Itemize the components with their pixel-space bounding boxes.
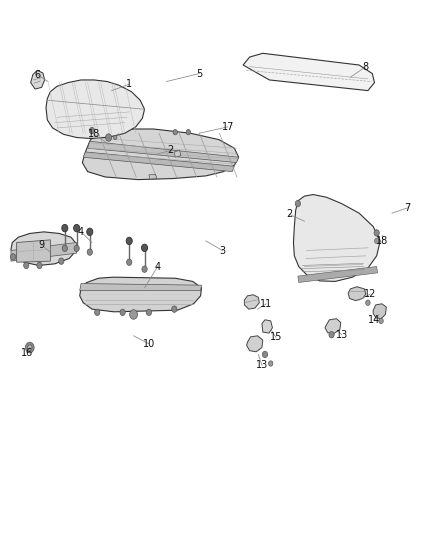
Circle shape: [186, 130, 191, 135]
Text: 8: 8: [363, 62, 369, 71]
Text: 16: 16: [21, 348, 33, 358]
Circle shape: [329, 332, 334, 338]
Text: 10: 10: [143, 339, 155, 349]
Text: 18: 18: [376, 237, 388, 246]
Polygon shape: [244, 295, 259, 309]
Circle shape: [126, 237, 132, 245]
Polygon shape: [17, 240, 50, 262]
Circle shape: [59, 258, 64, 264]
Text: 13: 13: [256, 360, 268, 370]
Text: 2: 2: [168, 146, 174, 155]
Circle shape: [173, 130, 177, 135]
Circle shape: [25, 342, 34, 353]
Text: 4: 4: [155, 262, 161, 271]
Circle shape: [374, 238, 379, 244]
Polygon shape: [80, 277, 201, 312]
Circle shape: [268, 361, 273, 366]
Circle shape: [262, 351, 268, 358]
Circle shape: [172, 306, 177, 312]
Text: 3: 3: [219, 246, 226, 255]
Circle shape: [24, 262, 29, 269]
Circle shape: [127, 259, 132, 265]
Polygon shape: [11, 243, 77, 261]
Polygon shape: [88, 141, 239, 163]
Circle shape: [113, 135, 117, 140]
Text: 12: 12: [364, 289, 376, 299]
Circle shape: [130, 310, 138, 319]
Polygon shape: [31, 70, 45, 89]
Circle shape: [379, 318, 383, 324]
Circle shape: [366, 300, 370, 305]
Polygon shape: [293, 195, 380, 281]
Circle shape: [146, 309, 152, 316]
Text: 6: 6: [34, 70, 40, 79]
Text: 9: 9: [39, 240, 45, 250]
Polygon shape: [373, 304, 386, 319]
Circle shape: [74, 224, 80, 232]
Circle shape: [142, 266, 147, 272]
Circle shape: [87, 249, 92, 255]
Polygon shape: [149, 174, 157, 179]
Circle shape: [120, 309, 125, 316]
Circle shape: [89, 127, 95, 134]
Text: 18: 18: [88, 130, 100, 139]
Circle shape: [11, 254, 16, 260]
Polygon shape: [325, 319, 341, 334]
Text: 14: 14: [368, 315, 381, 325]
Text: 1: 1: [126, 79, 132, 89]
Polygon shape: [247, 336, 263, 352]
Circle shape: [141, 244, 148, 252]
Circle shape: [95, 309, 100, 316]
Polygon shape: [80, 284, 201, 290]
Text: 4: 4: [78, 227, 84, 237]
Text: 11: 11: [260, 299, 272, 309]
Polygon shape: [298, 266, 378, 282]
Circle shape: [62, 245, 67, 252]
Circle shape: [374, 230, 379, 236]
Circle shape: [62, 224, 68, 232]
Polygon shape: [174, 150, 181, 157]
Polygon shape: [262, 320, 272, 333]
Text: 5: 5: [196, 69, 202, 78]
Circle shape: [74, 245, 79, 252]
Circle shape: [37, 262, 42, 269]
Circle shape: [28, 345, 32, 350]
Circle shape: [295, 200, 300, 207]
Text: 2: 2: [286, 209, 292, 219]
Text: 17: 17: [222, 122, 234, 132]
Polygon shape: [46, 80, 145, 139]
Text: 13: 13: [336, 330, 348, 340]
Polygon shape: [348, 287, 366, 301]
Circle shape: [106, 134, 112, 141]
Text: 15: 15: [270, 333, 282, 342]
Polygon shape: [83, 152, 234, 172]
Text: 7: 7: [404, 203, 410, 213]
Polygon shape: [11, 232, 77, 265]
Circle shape: [87, 228, 93, 236]
Polygon shape: [82, 129, 239, 180]
Polygon shape: [243, 53, 374, 91]
